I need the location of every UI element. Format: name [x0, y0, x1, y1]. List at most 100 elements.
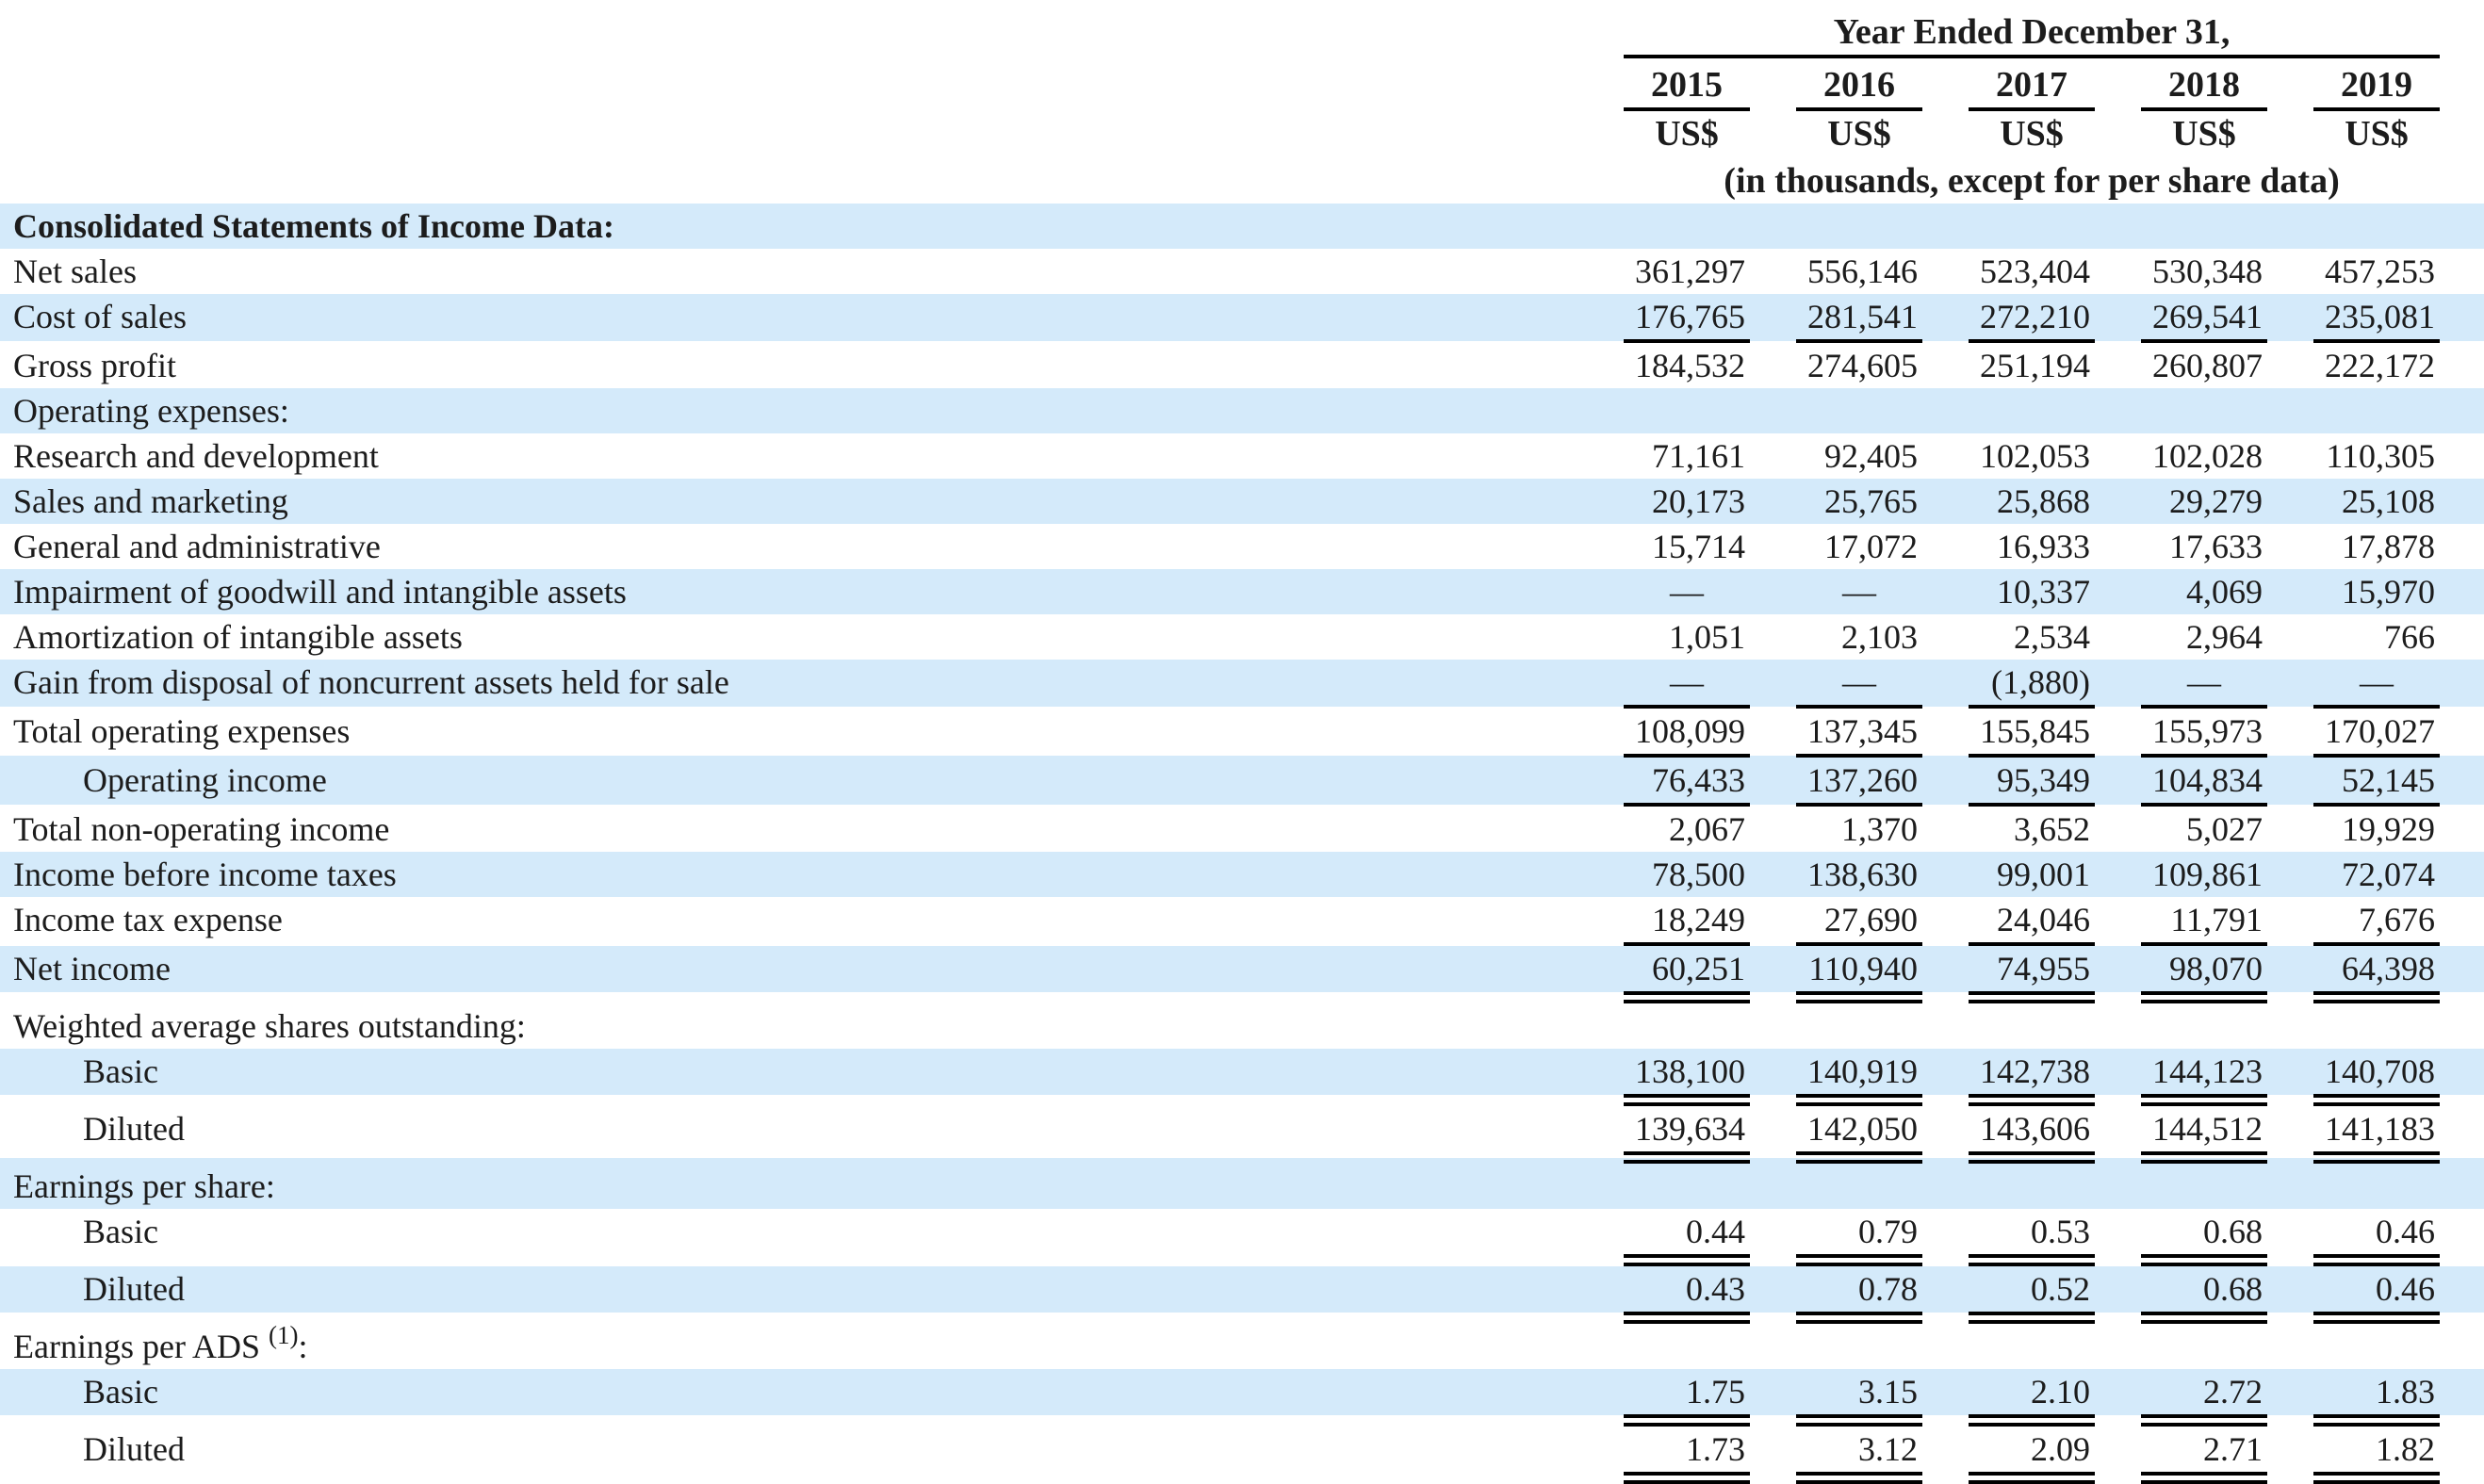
cell-value: 0.46 — [2313, 1260, 2441, 1324]
table-row: Impairment of goodwill and intangible as… — [0, 569, 2484, 614]
cell-value — [2313, 1157, 2441, 1209]
cell-value: 72,074 — [2313, 852, 2441, 897]
cell-value: 29,279 — [2141, 479, 2267, 524]
row-label-text: Operating income — [83, 761, 327, 799]
cell-value: 2,067 — [1669, 810, 1745, 848]
row-label: Total operating expenses — [0, 707, 1624, 756]
cell-value — [2313, 1318, 2440, 1370]
cell-value: 3.15 — [1796, 1369, 1922, 1427]
row-label: General and administrative — [0, 524, 1624, 569]
table-row: Sales and marketing 20,173 25,765 25,868 29,… — [0, 479, 2484, 524]
row-label: Basic — [0, 1369, 1624, 1421]
row-label: Impairment of goodwill and intangible as… — [0, 569, 1624, 614]
cell-value: 1.73 — [1624, 1420, 1750, 1484]
cell-value: (1,880) — [1969, 660, 2095, 709]
row-label-text: Diluted — [83, 1110, 185, 1148]
cell-value: 170,027 — [2313, 707, 2441, 758]
cell-value: 1.83 — [2313, 1369, 2441, 1427]
cell-value: 78,500 — [1624, 852, 1750, 897]
cell-value: 530,348 — [2152, 253, 2263, 290]
cell-value: 110,940 — [1796, 944, 1922, 1003]
table-row: Basic 0.44 0.79 0.53 0.68 0.46 — [0, 1209, 2484, 1266]
cell-value: 138,630 — [1796, 852, 1922, 897]
cell-value: 18,249 — [1624, 897, 1750, 946]
cell-value: 556,146 — [1807, 253, 1918, 290]
cell-value: 2,103 — [1841, 618, 1918, 656]
currency-label: US$ — [2000, 114, 2064, 154]
row-label: Gain from disposal of noncurrent assets … — [0, 660, 1624, 707]
cell-value — [1969, 998, 2095, 1050]
row-label: Weighted average shares outstanding: — [0, 998, 1624, 1050]
table-row: Consolidated Statements of Income Data: — [0, 204, 2484, 249]
cell-value: 102,028 — [2152, 437, 2263, 475]
cell-value: 274,605 — [1807, 347, 1918, 384]
row-label-text: Amortization of intangible assets — [13, 618, 463, 656]
cell-value: 92,405 — [1824, 437, 1918, 475]
row-label: Operating income — [0, 756, 1624, 805]
row-label: Basic — [0, 1209, 1624, 1261]
cell-value: 109,861 — [2141, 852, 2267, 897]
cell-value: 176,765 — [1624, 294, 1750, 343]
cell-value: 74,955 — [1969, 944, 2095, 1003]
cell-value: 1.82 — [2313, 1420, 2441, 1484]
cell-value: 99,001 — [1969, 852, 2095, 897]
cell-value: 523,404 — [1980, 253, 2090, 290]
table-body: Consolidated Statements of Income Data: N… — [0, 204, 2484, 1484]
cell-value: 17,072 — [1824, 528, 1918, 565]
row-label-text: Impairment of goodwill and intangible as… — [13, 573, 627, 611]
cell-value: 2.71 — [2141, 1420, 2267, 1484]
row-label-text: Basic — [83, 1213, 158, 1250]
row-label: Income tax expense — [0, 897, 1624, 944]
cell-value — [1624, 1318, 1750, 1370]
cell-value: 0.78 — [1796, 1260, 1922, 1324]
cell-value: 361,297 — [1635, 253, 1745, 290]
cell-value: 281,541 — [1796, 294, 1922, 343]
row-label: Consolidated Statements of Income Data: — [0, 204, 1624, 249]
cell-value: 143,606 — [1969, 1100, 2095, 1164]
cell-value: — — [2141, 660, 2267, 709]
cell-value — [1969, 388, 2095, 433]
years-row: 2015 2016 2017 2018 2019 — [0, 57, 2484, 111]
table-row: Diluted 139,634 142,050 143,606 144,512 141,1… — [0, 1100, 2484, 1164]
row-label: Diluted — [0, 1421, 1624, 1478]
cell-value — [2313, 388, 2441, 433]
units-note: (in thousands, except for per share data… — [1724, 161, 2340, 201]
cell-value — [2141, 1318, 2267, 1370]
cell-value — [2141, 1157, 2267, 1209]
cell-value: 98,070 — [2141, 944, 2267, 1003]
cell-value: 2,534 — [2014, 618, 2090, 656]
cell-value: 144,512 — [2141, 1100, 2267, 1164]
cell-value: 52,145 — [2313, 756, 2441, 807]
cell-value — [1969, 1318, 2095, 1370]
row-label: Earnings per share: — [0, 1157, 1624, 1209]
cell-value: 108,099 — [1624, 707, 1750, 758]
cell-value: 142,050 — [1796, 1100, 1922, 1164]
cell-value: 20,173 — [1624, 479, 1750, 524]
table-row: Research and development 71,161 92,405 102,… — [0, 433, 2484, 479]
cell-value: 25,868 — [1969, 479, 2095, 524]
table-row: General and administrative 15,714 17,072 16… — [0, 524, 2484, 569]
cell-value: 0.44 — [1624, 1209, 1750, 1266]
row-label: Sales and marketing — [0, 479, 1624, 524]
cell-value: 222,172 — [2325, 347, 2436, 384]
cell-value: 260,807 — [2152, 347, 2263, 384]
row-label-text: Net income — [13, 950, 171, 987]
cell-value: 15,714 — [1652, 528, 1745, 565]
row-label: Total non-operating income — [0, 805, 1624, 852]
cell-value: 104,834 — [2141, 756, 2267, 807]
cell-value: 64,398 — [2313, 944, 2441, 1003]
table-row: Gain from disposal of noncurrent assets … — [0, 660, 2484, 709]
cell-value: 138,100 — [1624, 1049, 1750, 1106]
cell-value — [1969, 204, 2095, 249]
currency-label: US$ — [2345, 114, 2409, 154]
row-label: Cost of sales — [0, 294, 1624, 341]
cell-value: 766 — [2384, 618, 2436, 656]
row-label-text: Earnings per share: — [13, 1167, 275, 1205]
cell-value: 102,053 — [1980, 437, 2090, 475]
cell-value: 27,690 — [1796, 897, 1922, 946]
cell-value: 137,345 — [1796, 707, 1922, 758]
cell-value: 155,973 — [2141, 707, 2267, 758]
cell-value: 10,337 — [1969, 569, 2095, 614]
cell-value: 15,970 — [2313, 569, 2441, 614]
